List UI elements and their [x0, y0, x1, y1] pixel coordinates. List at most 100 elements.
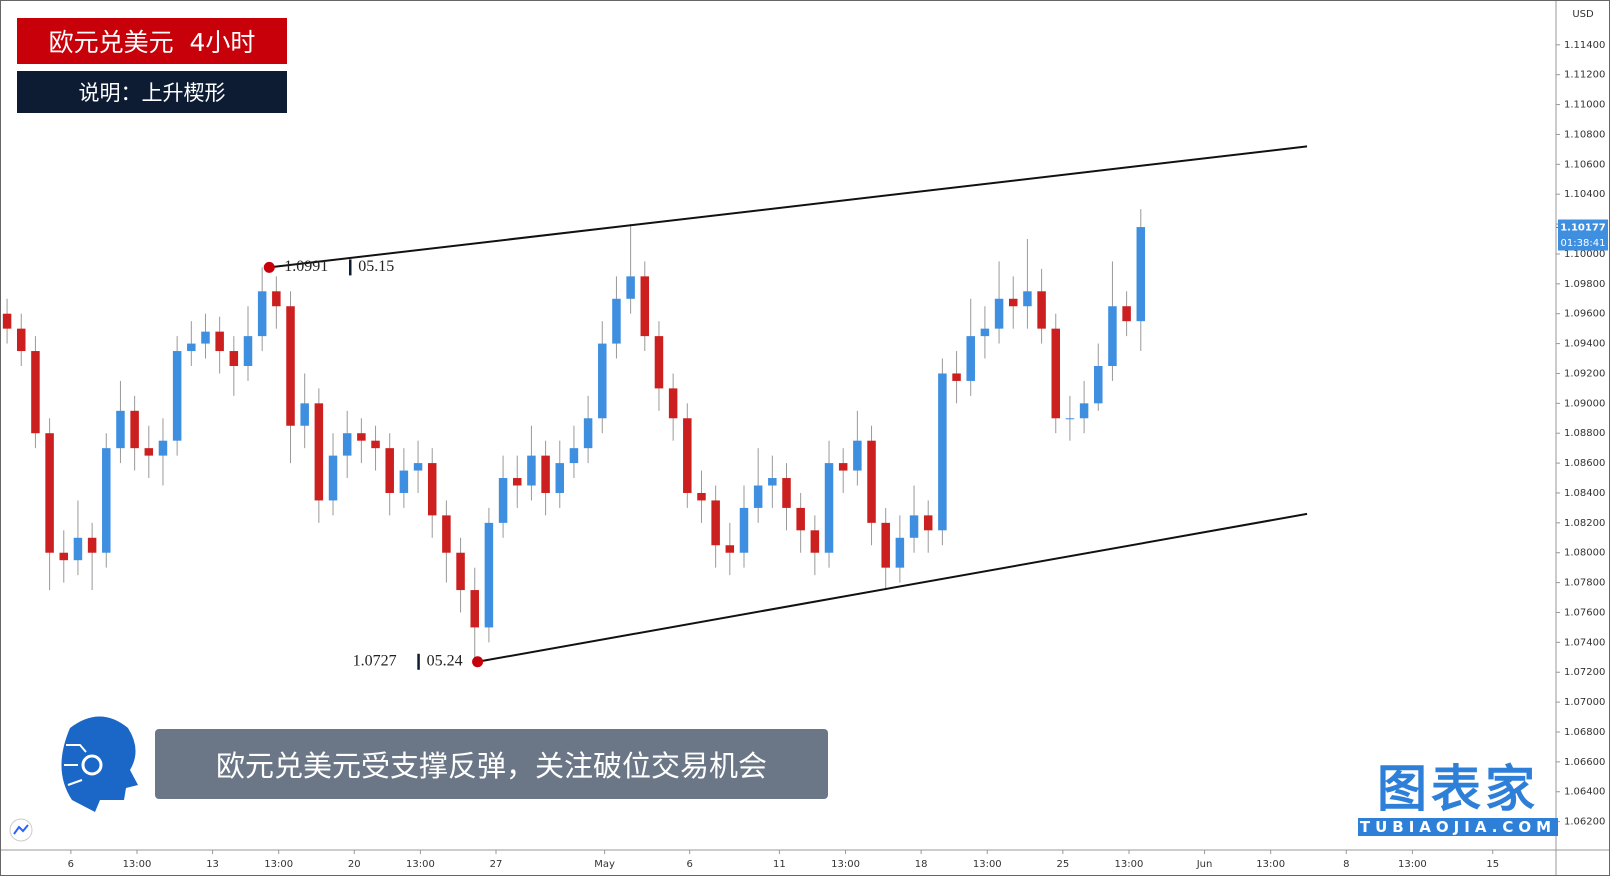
- x-tick-label: 13:00: [1256, 859, 1285, 870]
- marker: [472, 656, 484, 668]
- candle-body: [612, 298, 621, 344]
- candle-body: [598, 343, 607, 419]
- countdown-box: [1558, 235, 1608, 251]
- candle-body: [1122, 306, 1131, 322]
- logo-title: 图表家: [1377, 760, 1539, 818]
- trendline: [477, 512, 1308, 663]
- candle-body: [257, 291, 267, 337]
- candle-body: [272, 291, 281, 307]
- candle-body: [342, 433, 352, 456]
- y-tick-label: 1.10600: [1564, 159, 1605, 170]
- x-tick-label: 25: [1056, 859, 1069, 870]
- y-tick-label: 1.08800: [1564, 428, 1605, 439]
- y-tick-label: 1.06600: [1564, 757, 1605, 768]
- x-tick-label: 20: [348, 859, 361, 870]
- y-tick-label: 1.07000: [1564, 697, 1605, 708]
- logo-url: TUBIAOJIA.COM: [1358, 818, 1558, 836]
- x-tick-label: 13:00: [406, 859, 435, 870]
- title: 欧元兑美元 4小时: [48, 28, 256, 57]
- x-tick-label: 13:00: [831, 859, 860, 870]
- candle-body: [980, 328, 990, 337]
- candle-body: [853, 440, 862, 471]
- y-tick-label: 1.08200: [1564, 518, 1605, 529]
- candle-body: [583, 418, 593, 449]
- candle-body: [527, 455, 536, 486]
- x-tick-label: May: [594, 859, 615, 870]
- y-tick-label: 1.11400: [1564, 40, 1605, 51]
- candle-body: [130, 410, 139, 449]
- candle-body: [952, 373, 961, 381]
- marker-date: 05.24: [427, 652, 463, 669]
- y-tick-label: 1.06400: [1564, 787, 1605, 798]
- candle-body: [966, 336, 975, 381]
- tv-logo: [9, 818, 33, 842]
- candle-body: [102, 448, 111, 553]
- y-tick-label: 1.08000: [1564, 548, 1605, 559]
- candle-body: [2, 313, 12, 329]
- candle-body: [470, 590, 479, 628]
- x-tick-label: 6: [68, 859, 74, 870]
- candle-body: [427, 463, 437, 516]
- candle-body: [796, 507, 805, 531]
- candle-body: [1136, 227, 1146, 322]
- candle-body: [867, 440, 876, 523]
- candle-body: [711, 500, 720, 546]
- candle-body: [201, 331, 210, 344]
- candle-body: [555, 463, 565, 493]
- y-tick-label: 1.09600: [1564, 309, 1605, 320]
- candle-body: [144, 448, 154, 456]
- x-tick-label: 13:00: [264, 859, 293, 870]
- y-tick-label: 1.07200: [1564, 667, 1605, 678]
- marker: [263, 261, 275, 273]
- candle-body: [286, 306, 295, 426]
- candle-body: [413, 463, 423, 471]
- caption: 欧元兑美元受支撑反弹，关注破位交易机会: [215, 749, 767, 783]
- y-tick-label: 1.10000: [1564, 249, 1605, 260]
- candle-body: [73, 537, 83, 561]
- candle-body: [172, 351, 182, 441]
- candle-body: [725, 545, 735, 553]
- candle-body: [357, 433, 366, 441]
- candle-body: [498, 478, 508, 523]
- candle-body: [187, 343, 196, 352]
- x-tick-label: 8: [1343, 859, 1349, 870]
- candle-body: [640, 276, 650, 337]
- candle-body: [158, 440, 168, 456]
- candle-body: [824, 463, 834, 553]
- candle-body: [895, 537, 905, 568]
- x-tick-label: 27: [490, 859, 503, 870]
- y-tick-label: 1.10800: [1564, 129, 1605, 140]
- candle-body: [399, 470, 409, 493]
- x-tick-label: 6: [686, 859, 692, 870]
- x-tick-label: 13:00: [1398, 859, 1427, 870]
- candle-body: [782, 478, 791, 508]
- candle-body: [442, 515, 451, 553]
- caption-box: 欧元兑美元受支撑反弹，关注破位交易机会: [155, 729, 828, 799]
- y-tick-label: 1.10400: [1564, 189, 1605, 200]
- candle-body: [31, 351, 40, 434]
- candle-body: [385, 448, 394, 493]
- candle-body: [753, 485, 763, 508]
- icon-ear: [81, 754, 103, 776]
- candle-body: [1108, 306, 1117, 366]
- subtitle-box: 说明：上升楔形: [17, 71, 287, 113]
- candle-body: [45, 433, 54, 553]
- candle-body: [87, 537, 97, 553]
- y-tick-label: 1.07800: [1564, 578, 1605, 589]
- y-tick-label: 1.11200: [1564, 70, 1605, 81]
- y-tick-label: 1.07400: [1564, 637, 1605, 648]
- title-box: 欧元兑美元 4小时: [17, 18, 287, 64]
- candle-body: [314, 403, 324, 501]
- y-tick-label: 1.08600: [1564, 458, 1605, 469]
- candle-body: [923, 515, 933, 531]
- candle-body: [938, 373, 947, 531]
- x-tick-label: 18: [915, 859, 928, 870]
- candle-body: [909, 515, 919, 538]
- marker-price: 1.0727: [353, 652, 397, 669]
- candle-body: [215, 331, 224, 352]
- candle-body: [1037, 291, 1046, 329]
- y-tick-label: 1.09000: [1564, 398, 1605, 409]
- candle-body: [810, 530, 820, 553]
- subtitle: 说明：上升楔形: [78, 81, 226, 105]
- candle-body: [838, 463, 848, 471]
